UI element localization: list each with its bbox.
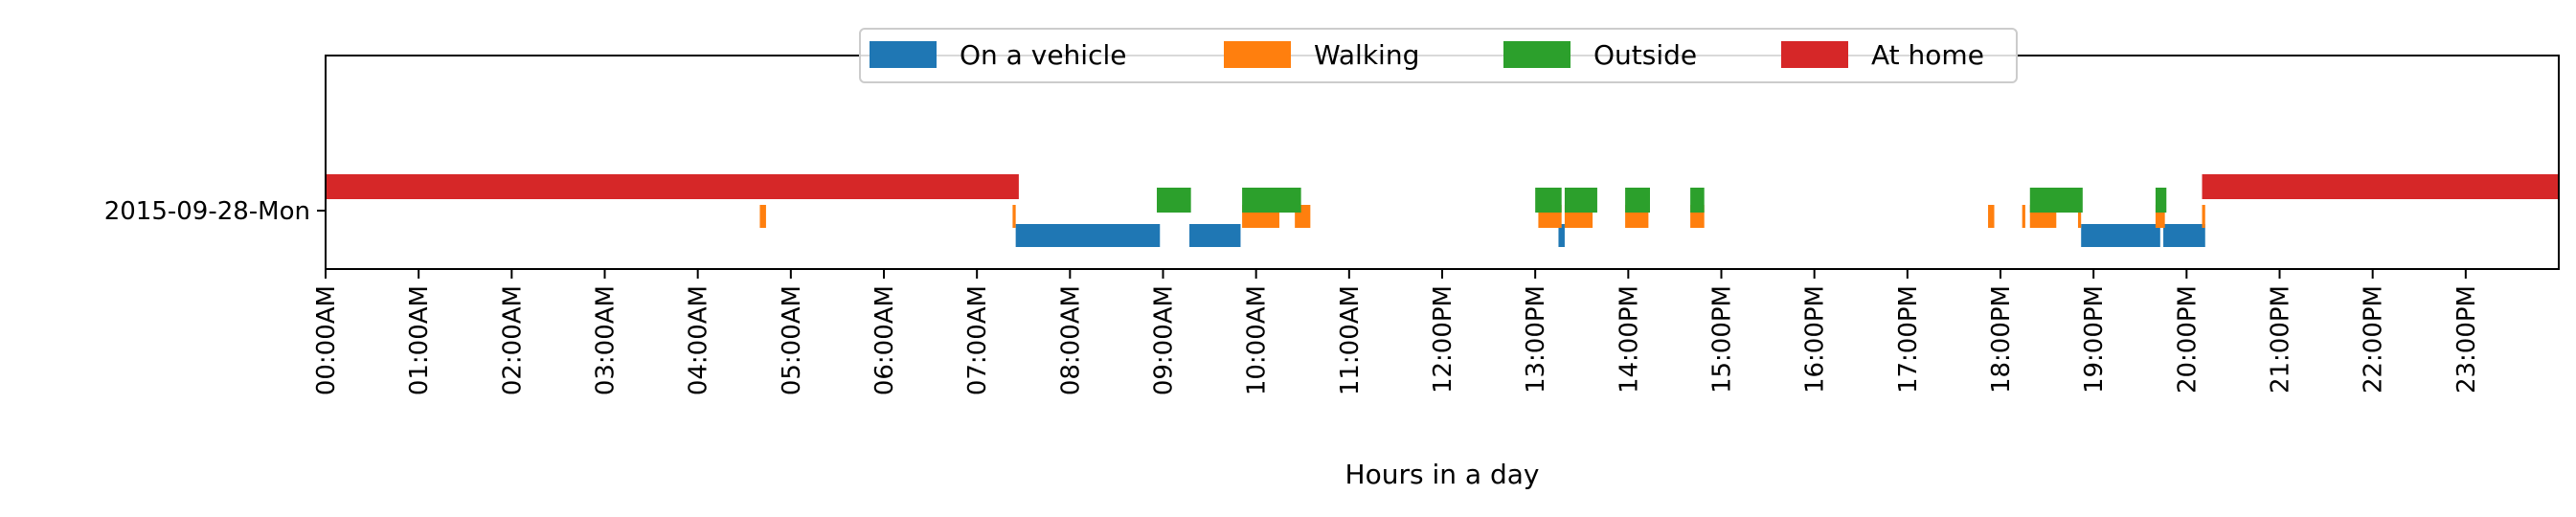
x-tick-label: 23:00PM bbox=[2452, 285, 2481, 393]
x-tick-label: 15:00PM bbox=[1708, 285, 1737, 393]
legend-frame bbox=[859, 28, 2018, 83]
x-tick-label: 20:00PM bbox=[2173, 285, 2202, 393]
legend-label: Outside bbox=[1593, 39, 1697, 71]
legend: On a vehicle Walking Outside At home bbox=[859, 28, 2018, 83]
bar-walking-11 bbox=[2077, 205, 2082, 228]
bar-walking-12 bbox=[2155, 205, 2165, 228]
bar-at-home-0 bbox=[326, 174, 1019, 199]
bar-on-a-vehicle-3 bbox=[2081, 224, 2160, 247]
bar-on-a-vehicle-0 bbox=[1015, 224, 1161, 247]
x-tick-label: 11:00AM bbox=[1336, 285, 1365, 395]
x-tick-label: 10:00AM bbox=[1243, 285, 1272, 395]
bar-outside-2 bbox=[1535, 188, 1562, 213]
x-tick-label: 17:00PM bbox=[1894, 285, 1923, 393]
x-tick-label: 04:00AM bbox=[685, 285, 713, 395]
x-tick-label: 02:00AM bbox=[498, 285, 527, 395]
x-tick-label: 05:00AM bbox=[778, 285, 806, 395]
bar-outside-4 bbox=[1625, 188, 1650, 213]
x-tick-label: 01:00AM bbox=[405, 285, 434, 395]
bar-outside-6 bbox=[2029, 188, 2083, 213]
x-tick-label: 19:00PM bbox=[2080, 285, 2109, 393]
bar-outside-1 bbox=[1242, 188, 1301, 213]
bar-walking-0 bbox=[759, 205, 766, 228]
legend-label: Walking bbox=[1314, 39, 1419, 71]
bars-layer bbox=[326, 174, 2559, 247]
bar-walking-1 bbox=[1012, 205, 1016, 228]
bar-on-a-vehicle-4 bbox=[2163, 224, 2205, 247]
bar-at-home-1 bbox=[2202, 174, 2559, 199]
bar-on-a-vehicle-1 bbox=[1189, 224, 1241, 247]
y-tick-label: 2015-09-28-Mon bbox=[104, 197, 310, 226]
bar-outside-3 bbox=[1564, 188, 1597, 213]
x-tick-label: 18:00PM bbox=[1987, 285, 2016, 393]
x-tick-label: 06:00AM bbox=[870, 285, 899, 395]
x-tick-label: 12:00PM bbox=[1429, 285, 1457, 393]
x-axis-title: Hours in a day bbox=[1345, 459, 1540, 490]
y-axis: 2015-09-28-Mon bbox=[104, 197, 326, 226]
bar-on-a-vehicle-2 bbox=[1558, 224, 1565, 247]
bar-walking-13 bbox=[2202, 205, 2205, 228]
x-tick-label: 13:00PM bbox=[1522, 285, 1550, 393]
x-tick-label: 21:00PM bbox=[2267, 285, 2295, 393]
bar-outside-7 bbox=[2155, 188, 2167, 213]
legend-swatch bbox=[1503, 41, 1570, 68]
x-tick-label: 00:00AM bbox=[312, 285, 341, 395]
bar-walking-9 bbox=[2022, 205, 2025, 228]
x-tick-label: 08:00AM bbox=[1056, 285, 1085, 395]
plot-frame bbox=[325, 55, 2560, 270]
legend-swatch bbox=[1781, 41, 1848, 68]
legend-swatch bbox=[870, 41, 937, 68]
bar-outside-0 bbox=[1157, 188, 1191, 213]
x-tick-label: 03:00AM bbox=[592, 285, 621, 395]
legend-label: On a vehicle bbox=[960, 39, 1126, 71]
x-tick-label: 07:00AM bbox=[963, 285, 992, 395]
bar-outside-5 bbox=[1690, 188, 1705, 213]
legend-label: At home bbox=[1871, 39, 1984, 71]
x-tick-label: 16:00PM bbox=[1801, 285, 1830, 393]
x-tick-label: 09:00AM bbox=[1150, 285, 1179, 395]
x-axis: 00:00AM 01:00AM 02:00AM 03:00AM 04:00AM 05:00… bbox=[312, 269, 2481, 395]
legend-swatch bbox=[1224, 41, 1291, 68]
bar-walking-8 bbox=[1988, 205, 1995, 228]
x-tick-label: 22:00PM bbox=[2360, 285, 2388, 393]
x-tick-label: 14:00PM bbox=[1615, 285, 1643, 393]
